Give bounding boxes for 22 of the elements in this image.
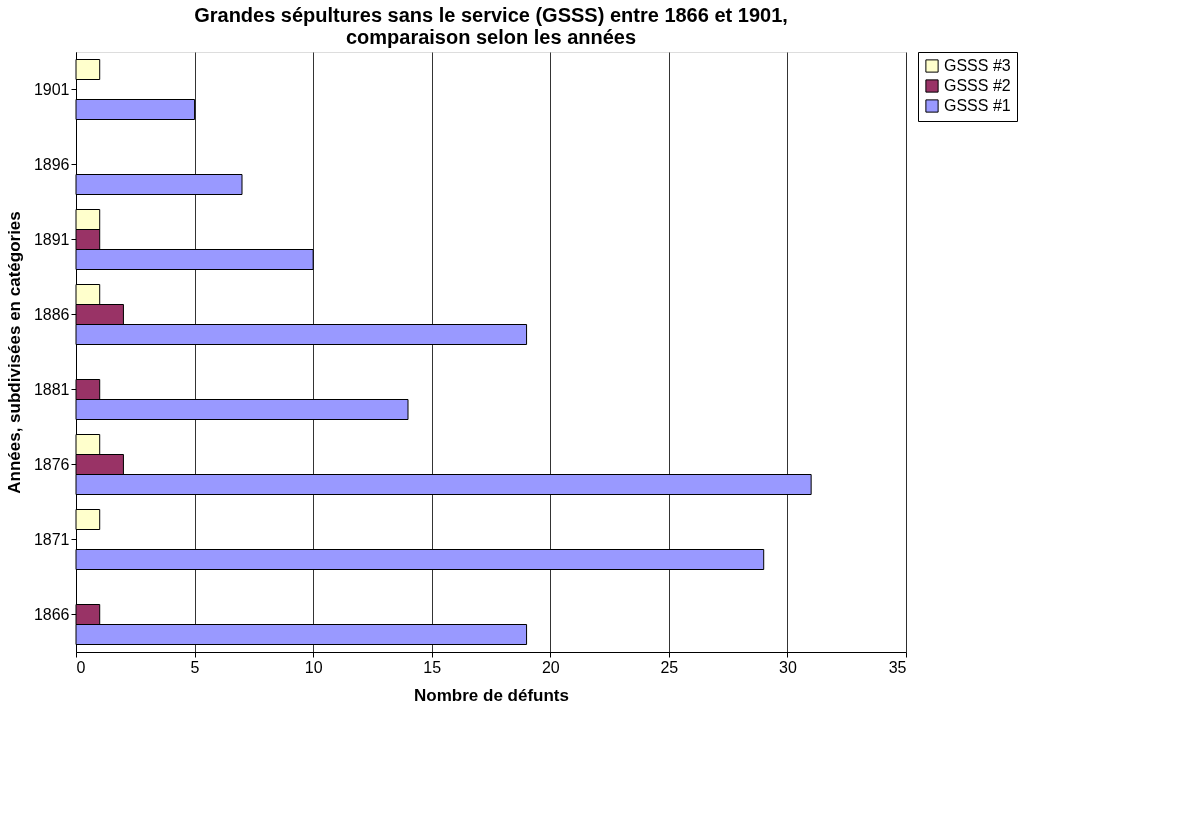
legend-label: GSSS #3	[944, 57, 1011, 74]
y-tick-label: 1866	[33, 605, 70, 623]
x-tick-label: 25	[660, 658, 679, 676]
chart-title: Grandes sépultures sans le service (GSSS) entre 1866 et 1901, comparaison selon les années	[194, 3, 788, 48]
x-tick-label: 10	[304, 658, 323, 676]
x-tick-label: 30	[779, 658, 797, 676]
x-axis-title: Nombre de défunts	[414, 685, 569, 705]
x-tick-label: 0	[76, 658, 86, 676]
y-tick-label: 1876	[33, 455, 70, 473]
legend-label: GSSS #1	[944, 97, 1011, 114]
x-tick-label: 5	[190, 658, 200, 676]
y-axis-title: Années, subdivisées en catégories	[4, 211, 24, 494]
y-tick-label: 1896	[33, 155, 70, 173]
y-tick-label: 1886	[33, 305, 70, 323]
x-tick-label: 20	[541, 658, 560, 676]
x-tick-label: 35	[888, 658, 907, 676]
y-tick-label: 1891	[33, 230, 70, 248]
y-tick-label: 1881	[33, 380, 70, 398]
legend-label: GSSS #2	[944, 77, 1011, 94]
y-tick-label: 1901	[33, 80, 70, 98]
y-tick-label: 1871	[33, 530, 70, 548]
x-tick-label: 15	[423, 658, 442, 676]
